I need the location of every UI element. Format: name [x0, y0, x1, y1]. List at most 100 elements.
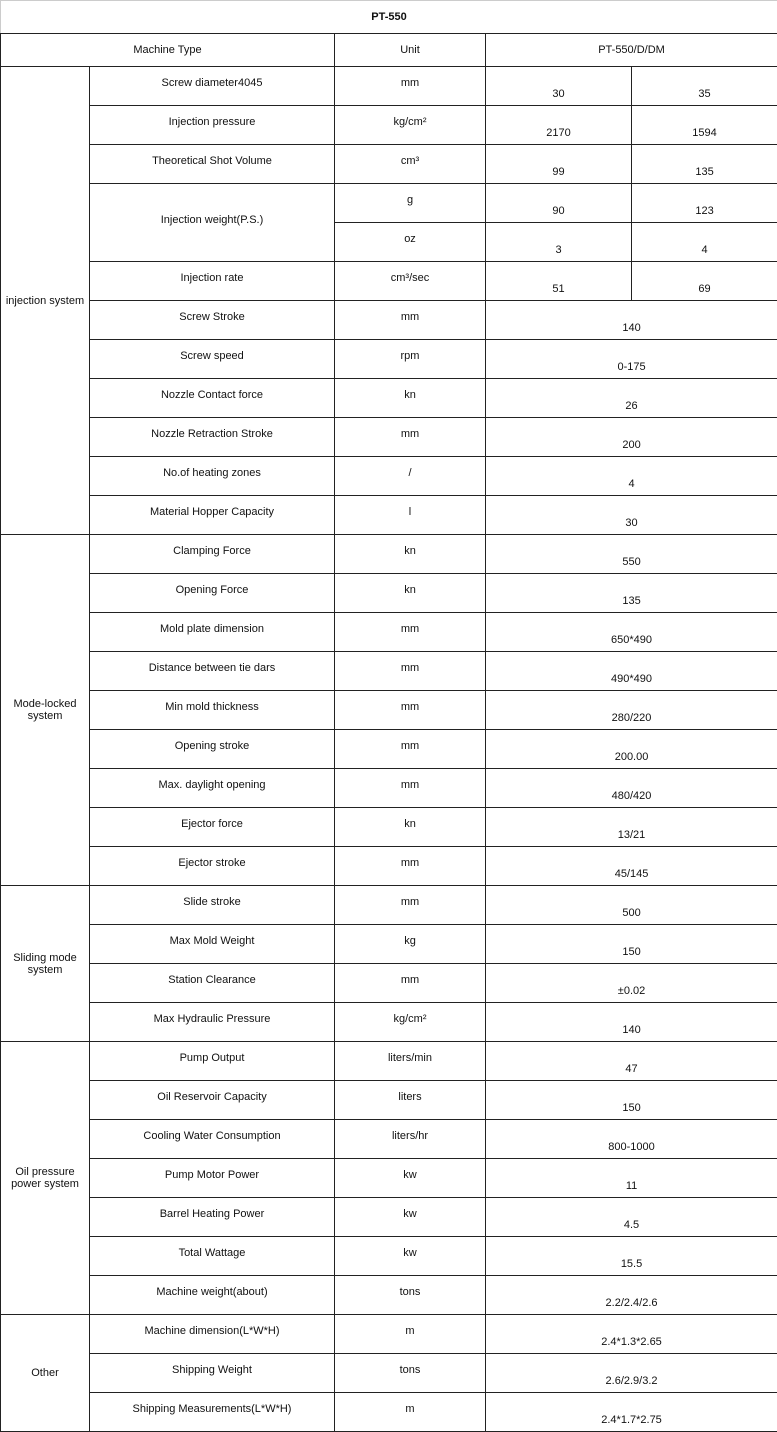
unit-cell: mm [335, 67, 486, 106]
unit-cell: mm [335, 964, 486, 1003]
value-cell: 135 [486, 574, 777, 613]
unit-cell: kg/cm² [335, 1003, 486, 1042]
unit-cell: / [335, 457, 486, 496]
parameter-label: Ejector force [90, 808, 335, 847]
value-cell: 35 [632, 67, 777, 106]
unit-cell: kw [335, 1159, 486, 1198]
value-cell: 47 [486, 1042, 777, 1081]
unit-cell: m [335, 1315, 486, 1354]
header-machine-type: Machine Type [1, 34, 335, 67]
value-cell: 2.2/2.4/2.6 [486, 1276, 777, 1315]
unit-cell: kn [335, 379, 486, 418]
unit-cell: rpm [335, 340, 486, 379]
value-cell: 490*490 [486, 652, 777, 691]
unit-cell: mm [335, 847, 486, 886]
value-cell: 45/145 [486, 847, 777, 886]
parameter-label: Screw diameter4045 [90, 67, 335, 106]
title-row: PT-550 [1, 1, 777, 34]
value-cell: 4 [632, 223, 777, 262]
value-cell: 99 [486, 145, 632, 184]
unit-cell: liters/hr [335, 1120, 486, 1159]
parameter-label: Material Hopper Capacity [90, 496, 335, 535]
parameter-label: Injection weight(P.S.) [90, 184, 335, 262]
parameter-label: Oil Reservoir Capacity [90, 1081, 335, 1120]
parameter-label: Max. daylight opening [90, 769, 335, 808]
unit-cell: m [335, 1393, 486, 1432]
parameter-label: Injection pressure [90, 106, 335, 145]
parameter-label: Min mold thickness [90, 691, 335, 730]
value-cell: 650*490 [486, 613, 777, 652]
value-cell: 200.00 [486, 730, 777, 769]
group-label: Oil pressure power system [1, 1042, 90, 1315]
parameter-label: Pump Motor Power [90, 1159, 335, 1198]
unit-cell: mm [335, 886, 486, 925]
value-cell: 11 [486, 1159, 777, 1198]
parameter-label: Station Clearance [90, 964, 335, 1003]
value-cell: 30 [486, 496, 777, 535]
value-cell: 200 [486, 418, 777, 457]
unit-cell: mm [335, 301, 486, 340]
unit-cell: kg [335, 925, 486, 964]
header-unit: Unit [335, 34, 486, 67]
unit-cell: liters/min [335, 1042, 486, 1081]
parameter-label: Theoretical Shot Volume [90, 145, 335, 184]
value-cell: 500 [486, 886, 777, 925]
value-cell: 800-1000 [486, 1120, 777, 1159]
parameter-label: Screw speed [90, 340, 335, 379]
value-cell: 135 [632, 145, 777, 184]
value-cell: 2.6/2.9/3.2 [486, 1354, 777, 1393]
unit-cell: tons [335, 1354, 486, 1393]
value-cell: ±0.02 [486, 964, 777, 1003]
value-cell: 3 [486, 223, 632, 262]
parameter-label: No.of heating zones [90, 457, 335, 496]
group-label: Mode-locked system [1, 535, 90, 886]
value-cell: 2170 [486, 106, 632, 145]
table-row: No.of heating zones/4 [1, 457, 777, 496]
unit-cell: mm [335, 691, 486, 730]
value-cell: 26 [486, 379, 777, 418]
unit-cell: kn [335, 535, 486, 574]
unit-cell: mm [335, 730, 486, 769]
header-row: Machine Type Unit PT-550/D/DM [1, 34, 777, 67]
value-cell: 2.4*1.7*2.75 [486, 1393, 777, 1432]
value-cell: 4.5 [486, 1198, 777, 1237]
parameter-label: Nozzle Retraction Stroke [90, 418, 335, 457]
parameter-label: Cooling Water Consumption [90, 1120, 335, 1159]
parameter-label: Distance between tie dars [90, 652, 335, 691]
unit-cell: mm [335, 613, 486, 652]
unit-cell: kw [335, 1237, 486, 1276]
unit-cell: cm³/sec [335, 262, 486, 301]
value-cell: 13/21 [486, 808, 777, 847]
parameter-label: Pump Output [90, 1042, 335, 1081]
group-label: injection system [1, 67, 90, 535]
value-cell: 140 [486, 1003, 777, 1042]
header-model: PT-550/D/DM [486, 34, 777, 67]
value-cell: 2.4*1.3*2.65 [486, 1315, 777, 1354]
value-cell: 123 [632, 184, 777, 223]
parameter-label: Ejector stroke [90, 847, 335, 886]
parameter-label: Machine weight(about) [90, 1276, 335, 1315]
unit-cell: kn [335, 574, 486, 613]
value-cell: 69 [632, 262, 777, 301]
value-cell: 30 [486, 67, 632, 106]
unit-cell: g [335, 184, 486, 223]
parameter-label: Max Hydraulic Pressure [90, 1003, 335, 1042]
value-cell: 550 [486, 535, 777, 574]
group-label: Other [1, 1315, 90, 1432]
